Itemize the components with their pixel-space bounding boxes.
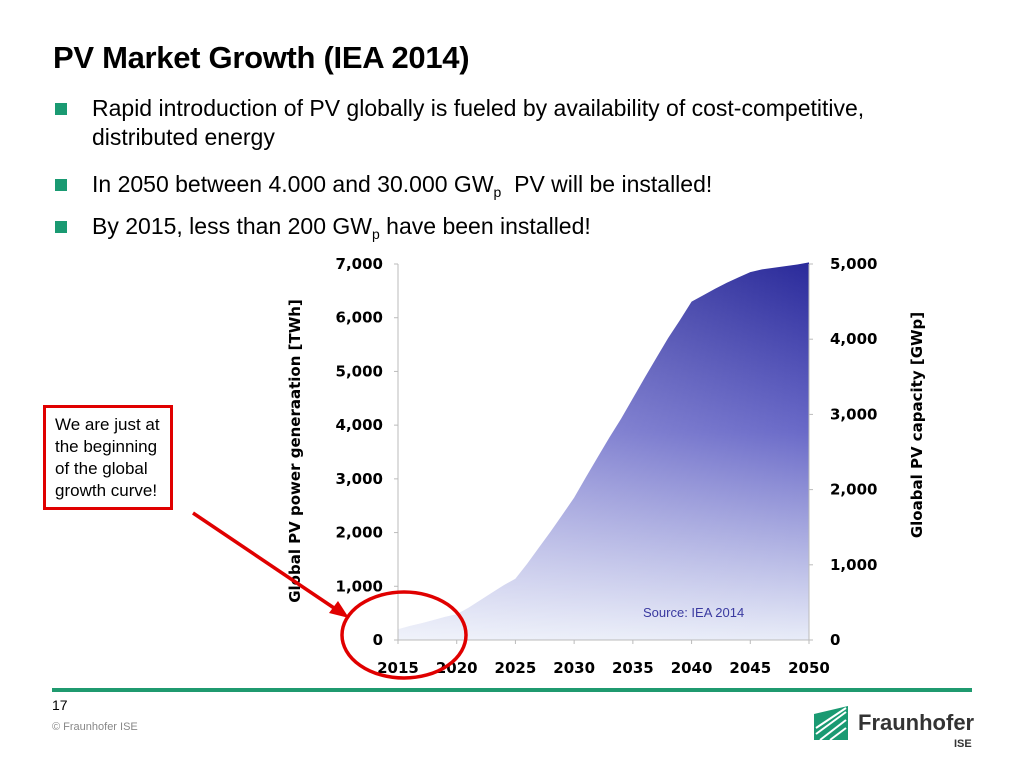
y-tick-label-right: 0 (830, 631, 840, 649)
page-number: 17 (52, 697, 68, 713)
copyright: © Fraunhofer ISE (52, 721, 138, 733)
logo-subtext: ISE (954, 738, 972, 750)
y-tick-label-right: 4,000 (830, 330, 877, 348)
y-tick-label-right: 5,000 (830, 255, 877, 273)
x-tick-label: 2020 (436, 659, 478, 677)
y-tick-label-left: 3,000 (336, 470, 383, 488)
bullet-1-text: Rapid introduction of PV globally is fue… (92, 95, 865, 150)
footer-divider (52, 688, 972, 692)
y-tick-label-left: 5,000 (336, 362, 383, 380)
callout-arrowhead (329, 601, 349, 618)
y-tick-label-left: 2,000 (336, 524, 383, 542)
y-tick-label-right: 2,000 (830, 481, 877, 499)
callout-arrow-line (192, 511, 338, 612)
bullet-1: Rapid introduction of PV globally is fue… (55, 94, 972, 152)
y-tick-label-left: 4,000 (336, 416, 383, 434)
source-annotation: Source: IEA 2014 (643, 605, 744, 620)
y-tick-label-right: 3,000 (830, 405, 877, 423)
fraunhofer-logo-icon (814, 706, 848, 741)
x-tick-label: 2045 (729, 659, 771, 677)
y2-axis-label: Gloabal PV capacity [GWp] (908, 312, 926, 538)
generation-area-shade (398, 262, 809, 640)
y-axis-label: Global PV power generaation [TWh] (286, 299, 304, 603)
logo-text: Fraunhofer (858, 710, 975, 735)
fraunhofer-logo: Fraunhofer ISE (812, 700, 982, 760)
bullet-2-text: In 2050 between 4.000 and 30.000 GWp PV … (92, 171, 713, 200)
bullet-3-text: By 2015, less than 200 GWp have been ins… (92, 213, 591, 242)
x-tick-label: 2015 (377, 659, 419, 677)
y-tick-label-left: 1,000 (336, 577, 383, 595)
y-tick-label-left: 7,000 (336, 255, 383, 273)
bullet-square-icon (55, 221, 67, 233)
x-tick-label: 2030 (553, 659, 595, 677)
bullet-3: By 2015, less than 200 GWp have been ins… (55, 212, 972, 249)
x-tick-label: 2050 (788, 659, 830, 677)
highlight-circle (340, 590, 468, 680)
bullet-2: In 2050 between 4.000 and 30.000 GWp PV … (55, 170, 972, 207)
callout-box: We are just at the beginning of the glob… (43, 405, 173, 510)
y-tick-label-right: 1,000 (830, 556, 877, 574)
x-tick-label: 2025 (495, 659, 537, 677)
y-tick-label-left: 6,000 (336, 309, 383, 327)
x-tick-label: 2035 (612, 659, 654, 677)
y-tick-label-left: 0 (373, 631, 383, 649)
slide-title: PV Market Growth (IEA 2014) (53, 40, 470, 75)
bullet-square-icon (55, 179, 67, 191)
bullet-square-icon (55, 103, 67, 115)
x-tick-label: 2040 (671, 659, 713, 677)
